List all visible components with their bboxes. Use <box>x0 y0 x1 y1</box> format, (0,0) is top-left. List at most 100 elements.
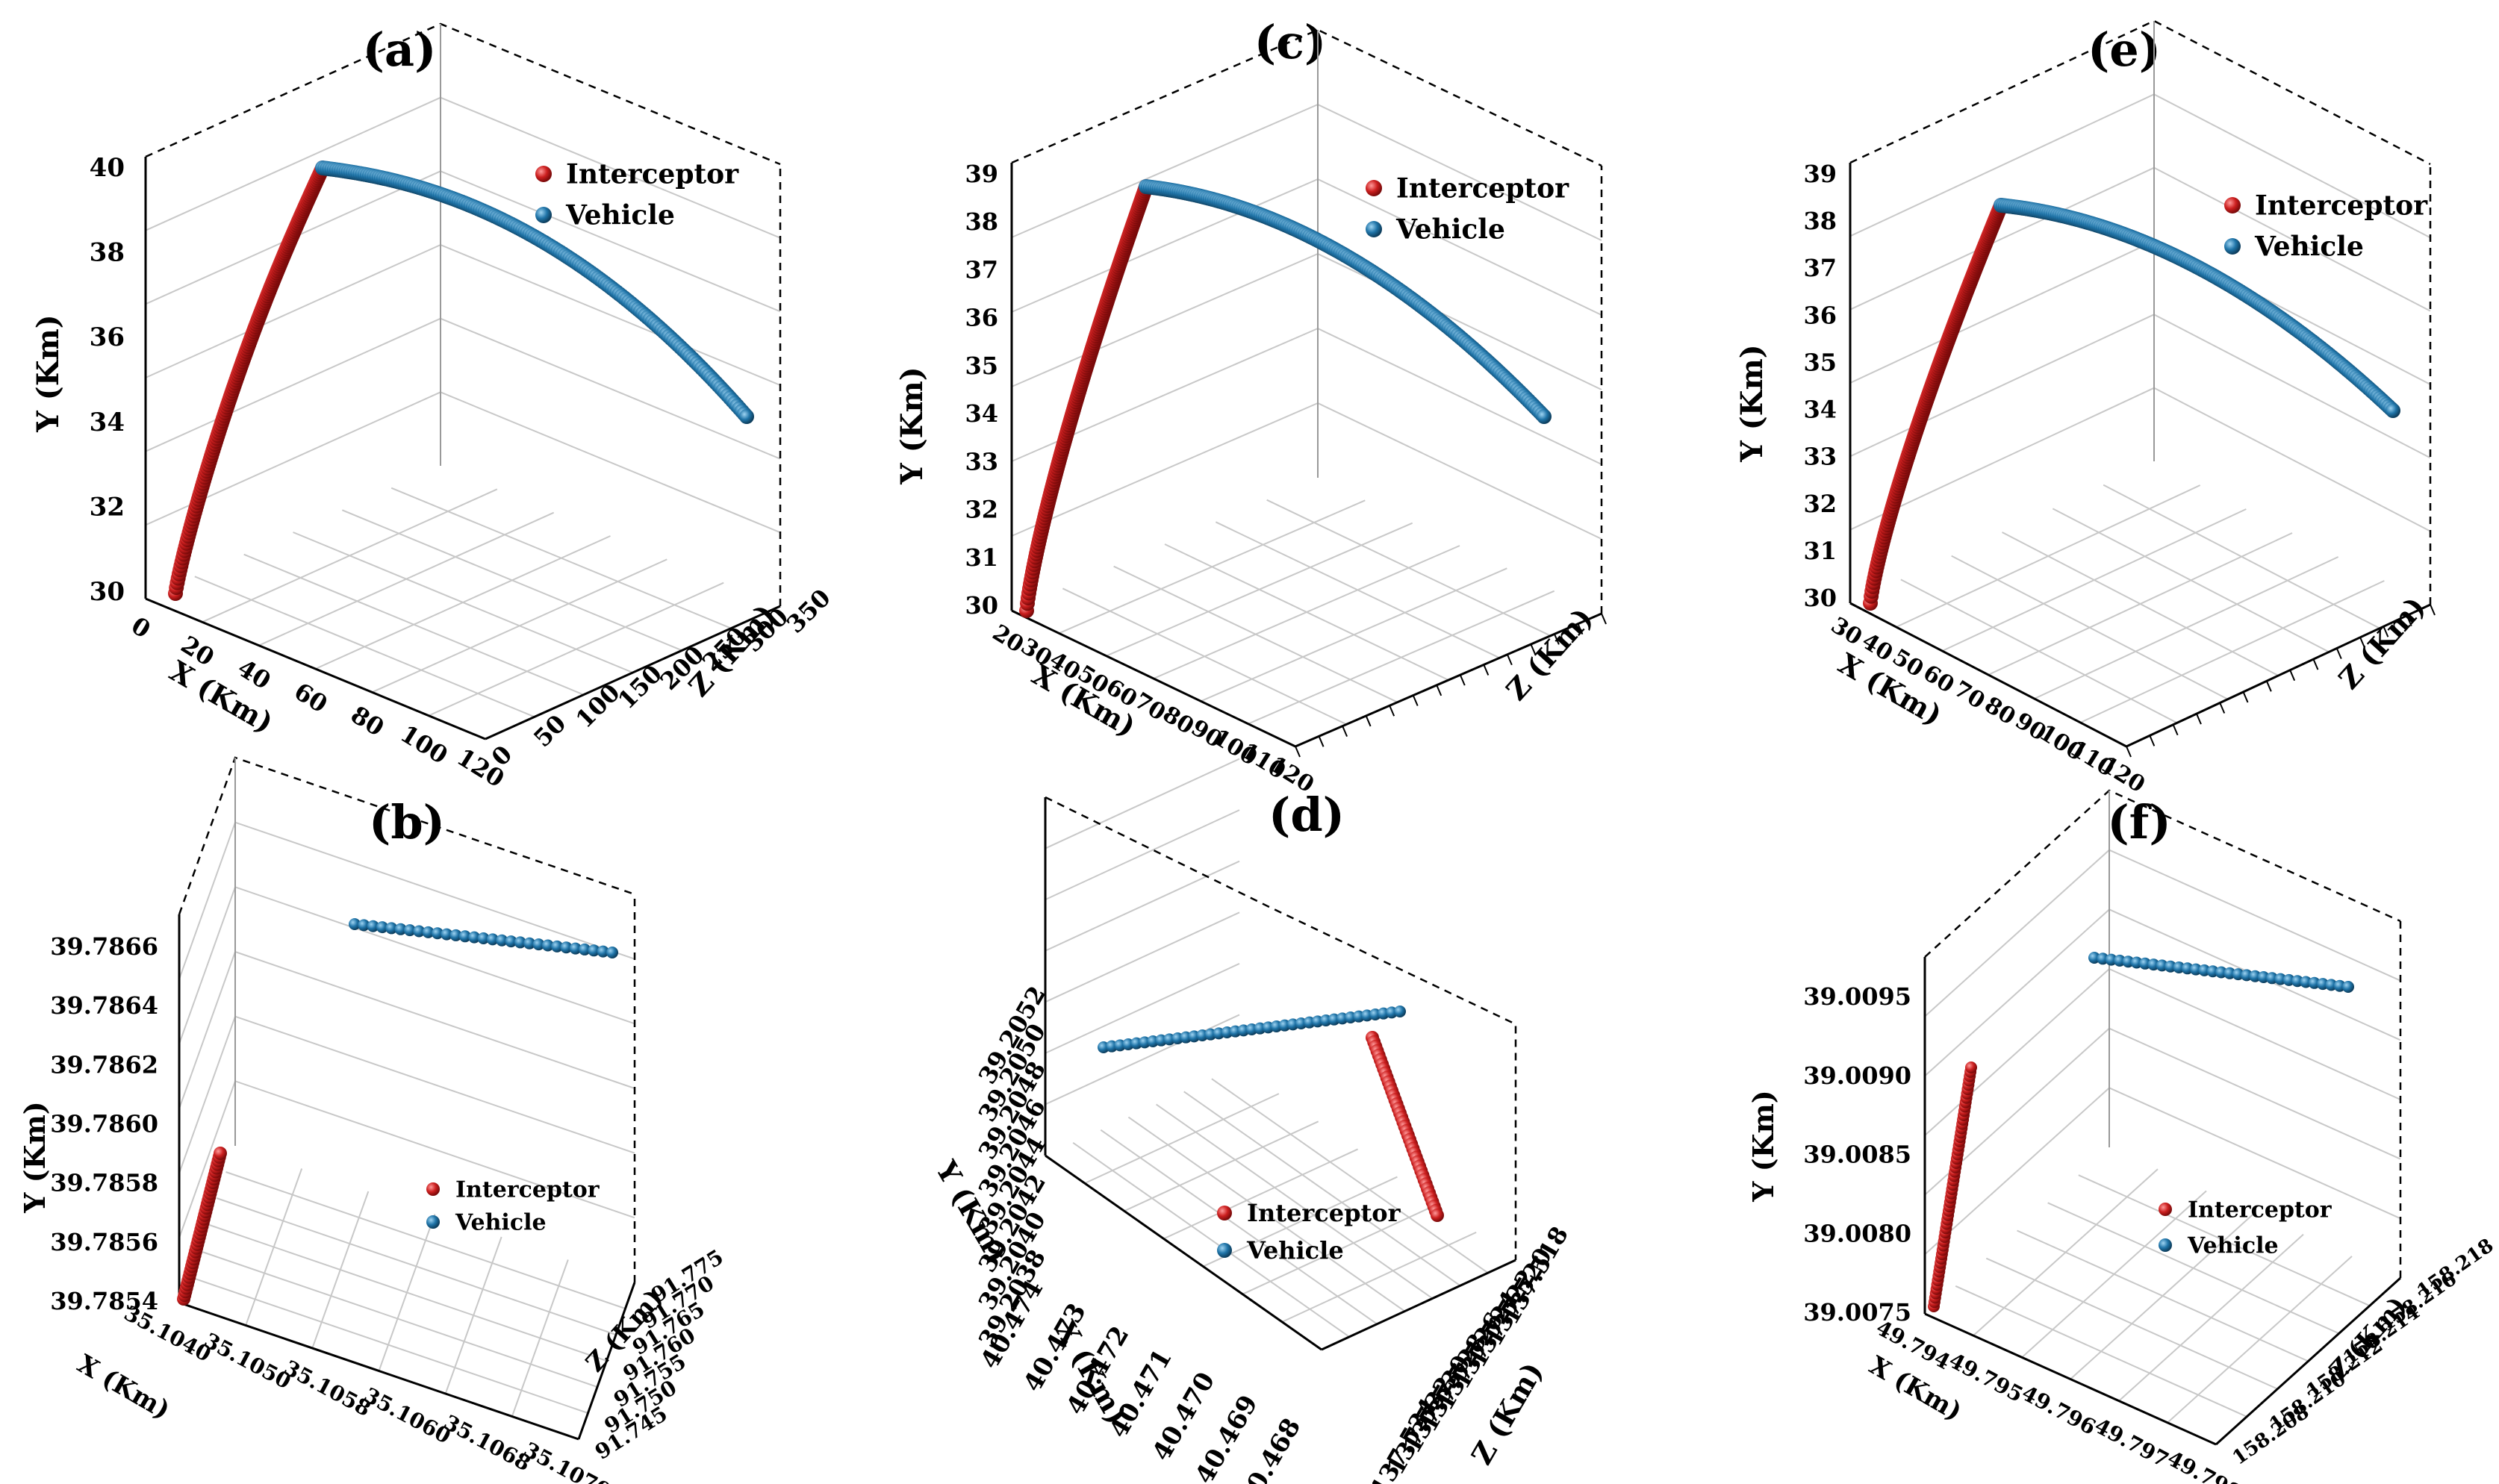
wall-grid-line <box>440 317 781 460</box>
panel-label-a: (a) <box>362 22 437 77</box>
z-tick-mark <box>2219 702 2226 714</box>
wall-grid-line <box>1045 809 1240 901</box>
wall-grid-line <box>1924 1087 2110 1256</box>
vehicle-series-point <box>1537 409 1552 424</box>
floor-grid-line <box>1183 1091 1461 1287</box>
wall-grid-line <box>2109 849 2401 982</box>
legend-label-vehicle: Vehicle <box>1246 1236 1344 1265</box>
z-axis-line <box>2215 1276 2402 1446</box>
vehicle-series <box>1139 179 1552 424</box>
x-axis-label: X (Km) <box>72 1349 175 1426</box>
floor-grid-line <box>1973 1168 2159 1336</box>
z-tick-mark <box>1530 643 1537 655</box>
frame-b <box>178 914 636 1441</box>
vehicle-series-point <box>394 923 407 935</box>
z-tick-mark <box>1554 633 1560 645</box>
y-tick-b: 39.7860 <box>50 1110 158 1138</box>
frame-d <box>1044 797 1516 1351</box>
y-tick-c: 34 <box>965 399 998 428</box>
y-tick-c: 35 <box>965 352 998 380</box>
z-tick-mark <box>1365 715 1372 727</box>
y-tick-e: 32 <box>1803 490 1837 518</box>
wall-grid-line <box>2153 387 2431 532</box>
vehicle-series <box>349 918 618 958</box>
z-tick-mark <box>2265 680 2272 692</box>
y-tick-b: 39.7854 <box>50 1287 158 1315</box>
wall-grid-line <box>440 170 781 313</box>
y-tick-a: 32 <box>90 492 125 522</box>
y-tick-f: 39.0085 <box>1803 1141 1911 1169</box>
wall-grid-line <box>2153 314 2431 459</box>
vehicle-series-point <box>551 940 564 953</box>
z-tick-a: 350 <box>781 584 836 639</box>
z-tick-a: 100 <box>570 679 626 734</box>
vehicle-series-point <box>569 942 582 955</box>
z-tick-mark <box>2335 648 2342 659</box>
legend-marker-interceptor <box>1217 1206 1232 1220</box>
legend-marker-vehicle <box>2224 238 2241 255</box>
z-tick-mark <box>1342 726 1348 738</box>
legend-label-vehicle: Vehicle <box>2187 1233 2279 1259</box>
y-tick-e: 34 <box>1803 396 1837 424</box>
floor-grid-line <box>1242 1203 1437 1295</box>
dashed-frame-d <box>1045 796 1517 1260</box>
y-tick-e: 36 <box>1803 301 1837 329</box>
wall-grid-line <box>1317 178 1602 316</box>
vehicle-series-point <box>739 409 754 424</box>
grid-b <box>178 821 635 1417</box>
legend-marker-vehicle <box>535 207 552 223</box>
dashed-frame-c <box>1011 28 1603 614</box>
floor-grid-line <box>1281 1231 1477 1323</box>
z-axis-line <box>1295 612 1602 748</box>
y-tick-c: 36 <box>965 304 998 332</box>
wall-grid-line <box>178 822 236 980</box>
frame-a <box>144 157 781 741</box>
legend-label-interceptor: Interceptor <box>1396 173 1569 205</box>
y-tick-c: 30 <box>965 591 998 620</box>
vehicle-series <box>1994 198 2400 418</box>
y-tick-e: 38 <box>1803 207 1837 235</box>
interceptor-series <box>177 1147 227 1306</box>
y-tick-c: 32 <box>965 496 998 524</box>
z-tick-mark <box>1483 664 1490 676</box>
y-tick-e: 30 <box>1803 584 1837 612</box>
y-tick-e: 37 <box>1803 254 1837 282</box>
interceptor-series-point <box>214 1147 227 1160</box>
legend-label-vehicle: Vehicle <box>1395 214 1505 246</box>
vehicle-series-point <box>541 939 554 952</box>
floor-grid-line <box>2021 1190 2207 1359</box>
floor-grid-line <box>311 1191 370 1349</box>
vehicle-series-point <box>505 935 517 948</box>
y-tick-a: 38 <box>90 238 125 268</box>
y-tick-b: 39.7858 <box>50 1169 158 1197</box>
y-tick-b: 39.7862 <box>50 1050 158 1079</box>
vehicle-series-point <box>403 924 416 937</box>
wall-grid-line <box>1924 968 2110 1136</box>
z-tick-mark <box>1389 705 1395 717</box>
y-axis-label: Y (Km) <box>18 1101 52 1214</box>
wall-grid-line <box>1317 253 1602 390</box>
wall-grid-line <box>145 96 441 231</box>
vehicle-series-point <box>588 944 600 957</box>
x-tick-f: 49.797 <box>2091 1413 2173 1472</box>
y-tick-a: 40 <box>90 153 125 183</box>
z-tick-mark <box>1436 685 1443 696</box>
legend-marker-interceptor <box>426 1182 440 1196</box>
legend-marker-interceptor <box>2159 1203 2172 1216</box>
floor-grid-line <box>1072 1142 1350 1338</box>
y-axis-label: Y (Km) <box>31 314 66 432</box>
interceptor-series-point <box>1431 1209 1444 1222</box>
floor-grid-line <box>1100 1129 1378 1325</box>
z-tick-mark <box>2242 691 2249 703</box>
top-frame <box>1849 19 2431 166</box>
x-axis-line <box>1011 609 1296 748</box>
y-tick-f: 39.0075 <box>1803 1298 1911 1326</box>
y-tick-f: 39.0090 <box>1803 1061 1911 1090</box>
z-tick-mark <box>1412 695 1419 706</box>
interceptor-series <box>1366 1031 1444 1222</box>
wall-grid-line <box>178 951 236 1109</box>
y-tick-e: 33 <box>1803 443 1837 471</box>
legend-label-vehicle: Vehicle <box>565 200 675 231</box>
y-tick-c: 37 <box>965 255 998 284</box>
